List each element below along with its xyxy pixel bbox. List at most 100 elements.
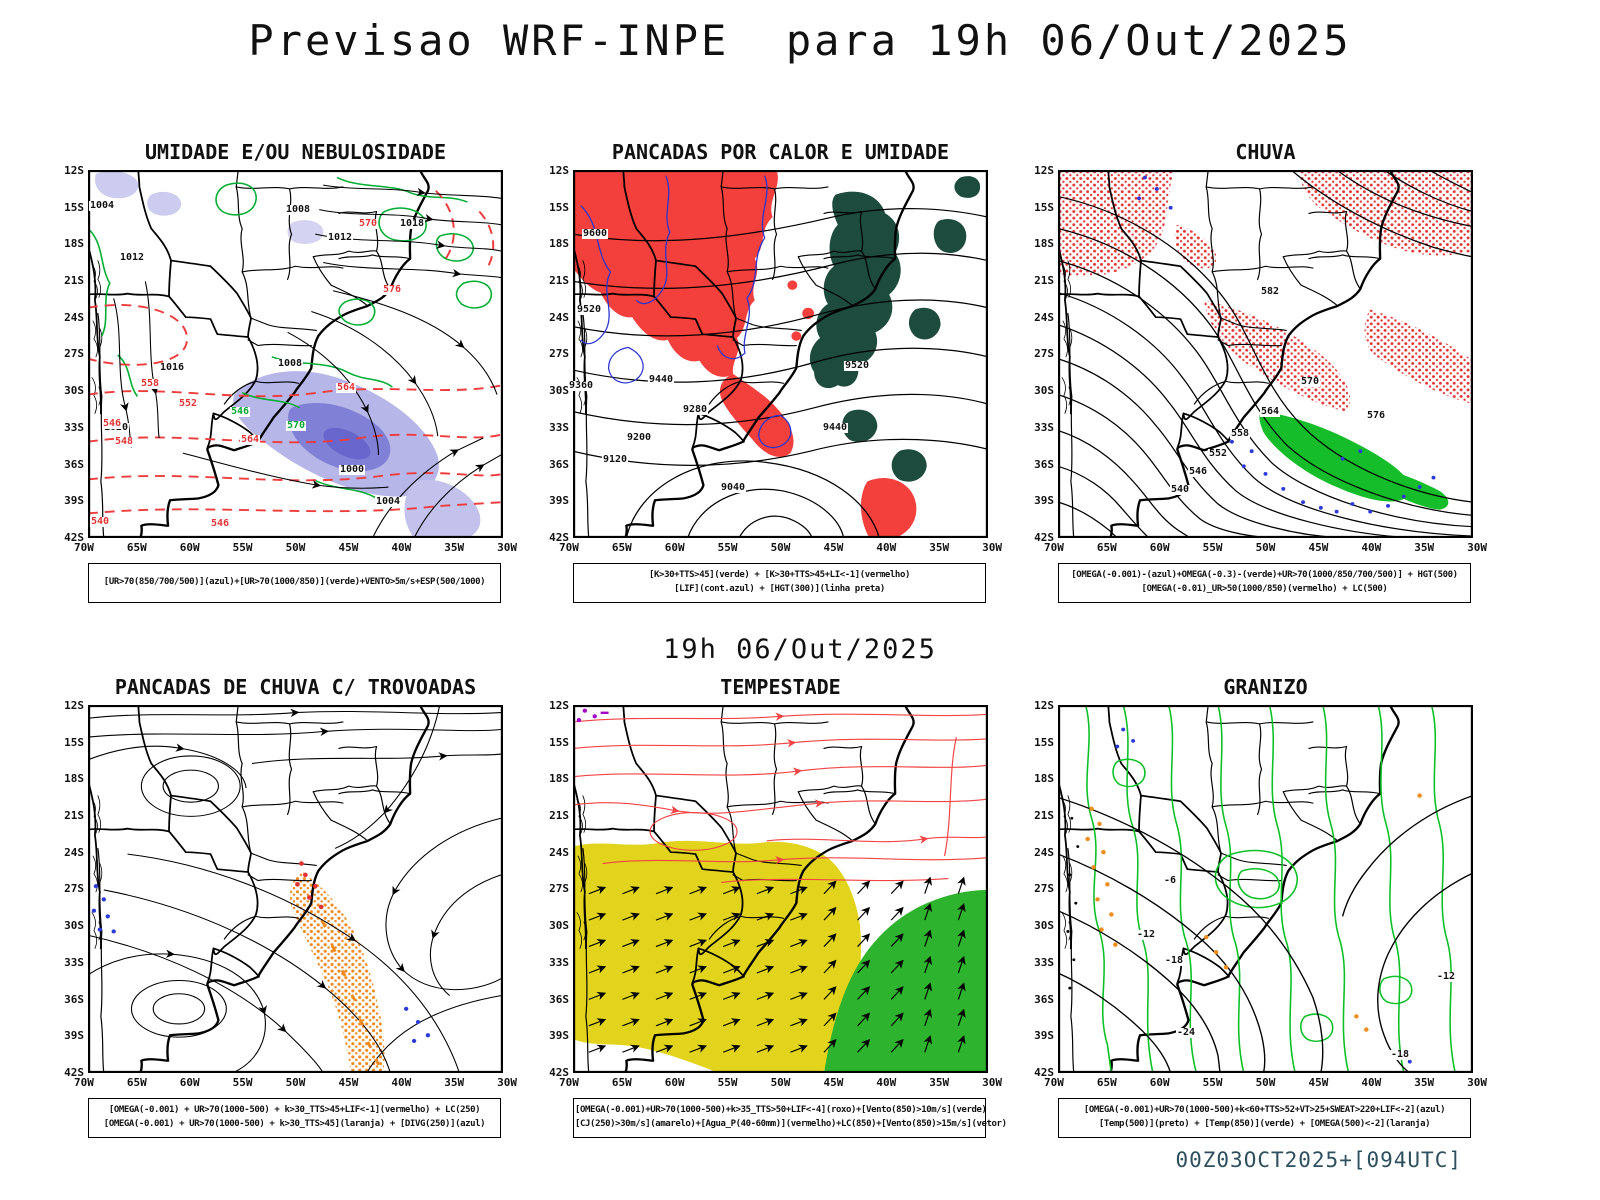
lat-tick-label: 36S <box>549 457 569 471</box>
lon-tick-label: 50W <box>1255 1076 1276 1089</box>
lon-tick-label: 45W <box>1308 1076 1329 1089</box>
legend-pancadas-calor: [K>30+TTS>45](verde) + [K>30+TTS>45+LI<-… <box>573 563 986 603</box>
lat-tick-label: 42S <box>1034 530 1054 544</box>
lat-tick-label: 15S <box>549 735 569 749</box>
storm-red-streamlines <box>573 712 987 883</box>
lat-tick-label: 30S <box>64 919 84 933</box>
lat-tick-label: 30S <box>549 919 569 933</box>
lon-tick-label: 50W <box>285 541 306 554</box>
lat-tick-label: 33S <box>64 955 84 969</box>
legend-granizo: [OMEGA(-0.001)+UR>70(1000-500)+k<60+TTS>… <box>1058 1098 1471 1138</box>
panel-title: PANCADAS DE CHUVA C/ TROVOADAS <box>114 675 477 699</box>
lon-tick-label: 45W <box>823 541 844 554</box>
lat-tick-label: 21S <box>549 809 569 823</box>
lat-tick-label: 42S <box>549 1065 569 1079</box>
lon-tick-label: 55W <box>1202 1076 1223 1089</box>
lat-tick-label: 39S <box>64 494 84 508</box>
lon-tick-label: 35W <box>929 541 950 554</box>
lon-tick-label: 70W <box>559 541 579 554</box>
lat-tick-label: 36S <box>549 992 569 1006</box>
legend-line: [CJ(250)>30m/s](amarelo)+[Agua_P(40-60mm… <box>575 1119 1007 1129</box>
lon-tick-label: 55W <box>1202 541 1223 554</box>
map-tempestade <box>573 705 988 1073</box>
lat-tick-label: 15S <box>549 200 569 214</box>
lon-tick-label: 65W <box>126 1076 147 1089</box>
lon-tick-label: 60W <box>1149 1076 1170 1089</box>
lat-tick-label: 21S <box>1034 809 1054 823</box>
lat-axis: 12S 15S 18S 21S 24S 27S 30S 33S 36S 39S 42S <box>536 164 569 544</box>
lon-tick-label: 30W <box>497 1076 517 1089</box>
lon-tick-label: 70W <box>74 1076 94 1089</box>
map-trovoadas-canvas <box>88 705 503 1073</box>
blue-specks <box>1115 727 1412 1064</box>
lat-tick-label: 18S <box>64 772 84 786</box>
lat-tick-label: 30S <box>64 384 84 398</box>
lat-tick-label: 30S <box>1034 384 1054 398</box>
panel-title: CHUVA <box>1235 140 1296 164</box>
lat-tick-label: 24S <box>64 310 84 324</box>
lat-axis: 12S 15S 18S 21S 24S 27S 30S 33S 36S 39S 42S <box>1021 699 1054 1079</box>
terrain-specks <box>1066 816 1080 990</box>
lon-tick-label: 40W <box>391 1076 412 1089</box>
legend-line: [OMEGA(-0.001)+UR>70(1000-500)+k<60+TTS>… <box>1083 1105 1446 1116</box>
lat-tick-label: 12S <box>549 164 569 177</box>
lon-tick-label: 40W <box>1361 1076 1382 1089</box>
lon-tick-label: 30W <box>982 541 1002 554</box>
lon-tick-label: 35W <box>929 1076 950 1089</box>
lon-tick-label: 40W <box>876 541 897 554</box>
hgt500-contours <box>1058 170 1473 538</box>
legend-line: [OMEGA(-0.001)-(azul)+OMEGA(-0.3)-(verde… <box>1071 570 1458 581</box>
legend-line: [OMEGA(-0.001) + UR>70(1000-500) + k>30_… <box>108 1105 481 1116</box>
lon-tick-label: 30W <box>1467 1076 1487 1089</box>
lon-tick-label: 35W <box>1414 1076 1435 1089</box>
lon-tick-label: 40W <box>876 1076 897 1089</box>
lon-tick-label: 35W <box>1414 541 1435 554</box>
legend-tempestade: [OMEGA(-0.001)+UR>70(1000-500)+k>35_TTS>… <box>573 1098 1007 1138</box>
lat-tick-label: 24S <box>549 310 569 324</box>
lon-tick-label: 65W <box>126 541 147 554</box>
lon-tick-label: 35W <box>444 1076 465 1089</box>
lon-tick-label: 40W <box>1361 541 1382 554</box>
map-pancadas-calor: 9600 9520 9360 9440 9280 9200 9120 9040 9520 9440 <box>567 170 988 538</box>
lat-tick-label: 27S <box>1034 882 1054 896</box>
red-thickness-contours <box>88 190 503 515</box>
roxo-specks <box>576 708 609 723</box>
lon-axis: 70W 65W 60W 55W 50W 45W 40W 35W 30W <box>74 541 517 554</box>
lat-tick-label: 18S <box>549 772 569 786</box>
lon-tick-label: 65W <box>1096 1076 1117 1089</box>
lon-tick-label: 30W <box>497 541 517 554</box>
lon-axis: 70W 65W 60W 55W 50W 45W 40W 35W 30W <box>1044 1076 1487 1089</box>
lat-tick-label: 36S <box>1034 992 1054 1006</box>
lat-tick-label: 42S <box>64 1065 84 1079</box>
lon-tick-label: 60W <box>664 1076 685 1089</box>
lon-tick-label: 55W <box>232 1076 253 1089</box>
omega-blue-specks <box>1137 175 1436 514</box>
panel-title: UMIDADE E/OU NEBULOSIDADE <box>144 140 447 164</box>
mid-caption: 19h 06/Out/2025 <box>663 634 937 665</box>
lon-axis: 70W 65W 60W 55W 50W 45W 40W 35W 30W <box>559 1076 1002 1089</box>
map-chuva-canvas <box>1058 170 1473 538</box>
panel-umidade: UMIDADE E/OU NEBULOSIDADE 12S 15S 18S 21S 24… <box>50 140 520 603</box>
heavy-rain-green-fill <box>1259 411 1449 510</box>
lat-tick-label: 24S <box>549 845 569 859</box>
map-umidade: 1004 1008 1012 1018 1012 1016 1008 1020 1000 1004… <box>88 170 503 538</box>
map-granizo-canvas <box>1058 705 1473 1073</box>
map-pancadas-calor-canvas <box>573 170 988 538</box>
lon-tick-label: 65W <box>1096 541 1117 554</box>
panel-title: TEMPESTADE <box>720 675 841 699</box>
lat-axis: 12S 15S 18S 21S 24S 27S 30S 33S 36S 39S 42S <box>1021 164 1054 544</box>
panel-title: GRANIZO <box>1223 675 1308 699</box>
lat-tick-label: 18S <box>1034 237 1054 251</box>
red-specks <box>295 861 324 910</box>
lat-tick-label: 18S <box>64 237 84 251</box>
legend-line: [OMEGA(-0.001) + UR>70(1000-500) + k>30_… <box>103 1119 486 1129</box>
lat-tick-label: 27S <box>64 882 84 896</box>
lon-axis: 70W 65W 60W 55W 50W 45W 40W 35W 30W <box>1044 541 1487 554</box>
lat-tick-label: 39S <box>1034 494 1054 508</box>
lat-tick-label: 33S <box>549 955 569 969</box>
map-umidade-canvas <box>88 170 503 538</box>
page-title: Previsao WRF-INPE para 19h 06/Out/2025 <box>248 16 1352 65</box>
lat-tick-label: 21S <box>549 274 569 288</box>
lat-tick-label: 12S <box>64 699 84 712</box>
